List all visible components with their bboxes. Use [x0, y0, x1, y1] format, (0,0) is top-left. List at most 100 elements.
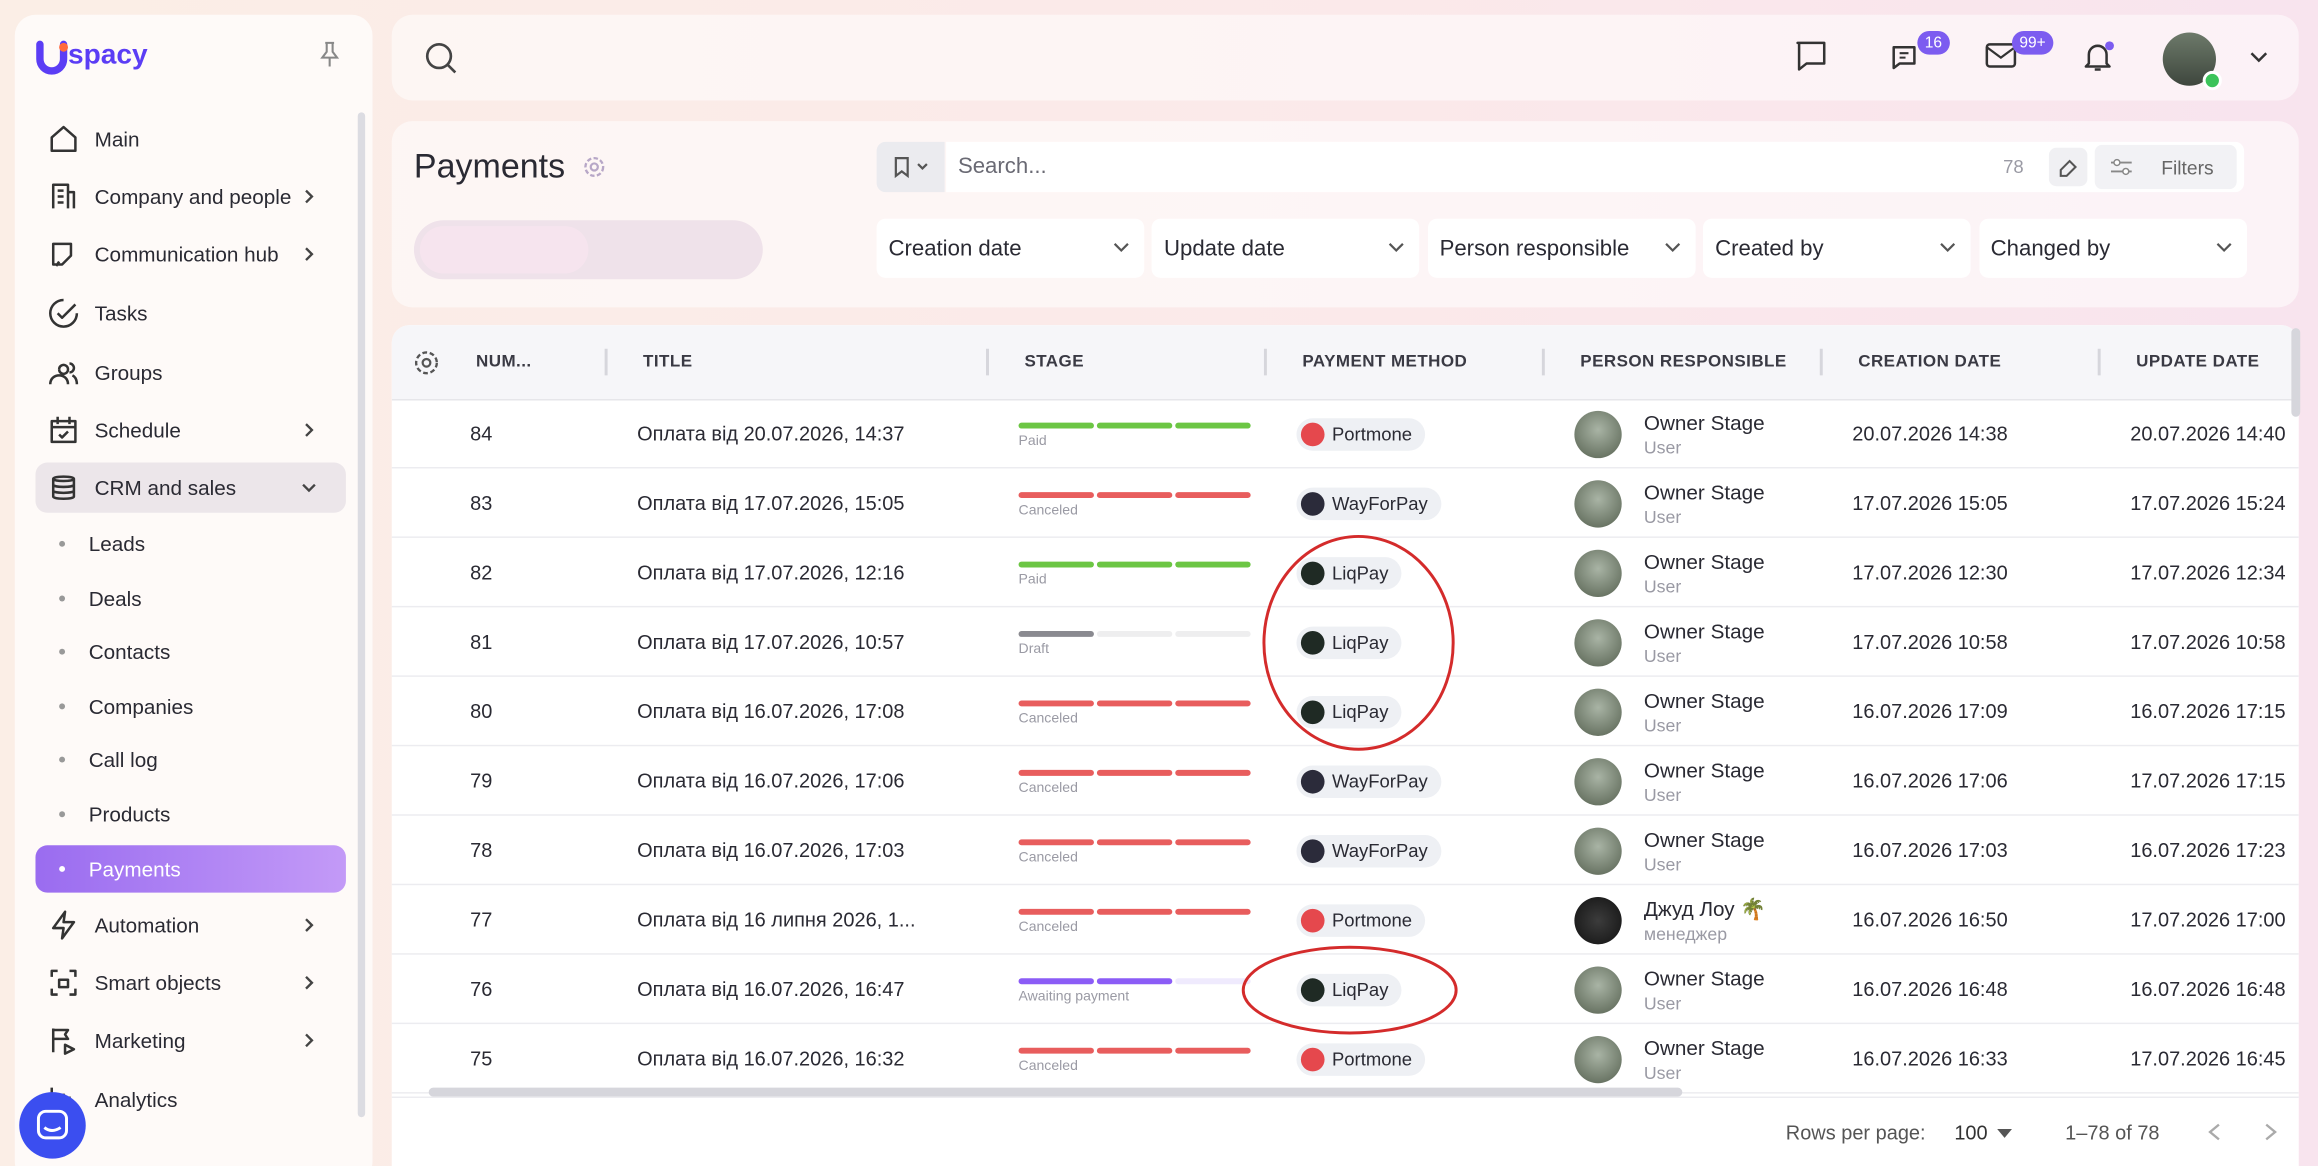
- nav-subitem-dot: [59, 649, 66, 655]
- column-header[interactable]: STAGE: [1024, 353, 1084, 371]
- nav-item[interactable]: Tasks: [35, 288, 345, 338]
- filter-dropdown[interactable]: Changed by: [1978, 218, 2247, 278]
- filters-icon: [2111, 158, 2132, 176]
- pagination-range: 1–78 of 78: [2065, 1121, 2160, 1144]
- column-header[interactable]: UPDATE DATE: [2136, 353, 2260, 371]
- column-header[interactable]: CREATION DATE: [1858, 353, 2002, 371]
- column-resizer[interactable]: [986, 348, 989, 376]
- support-chat-button[interactable]: [19, 1092, 86, 1159]
- payment-method-icon: [1300, 769, 1325, 793]
- cell-update-date: 17.07.2026 12:34: [2130, 560, 2286, 583]
- nav-item[interactable]: Communication hub: [35, 229, 345, 279]
- nav-item[interactable]: CRM and sales: [35, 462, 346, 513]
- column-resizer[interactable]: [1819, 348, 1823, 376]
- pin-button[interactable]: [319, 41, 340, 68]
- payment-method-icon: [1300, 977, 1325, 1002]
- stage-segment: [1175, 491, 1251, 498]
- person-name: Owner Stage: [1643, 965, 1765, 990]
- cell-update-date: 17.07.2026 16:45: [2130, 1047, 2286, 1070]
- filter-dropdown[interactable]: Person responsible: [1427, 218, 1696, 278]
- nav-subitem[interactable]: Leads: [35, 520, 345, 567]
- nav-subitem[interactable]: Products: [35, 791, 345, 838]
- column-header[interactable]: NUM...: [476, 353, 532, 371]
- payment-method-chip: LiqPay: [1296, 625, 1402, 659]
- nav-icon-shape: [51, 242, 73, 267]
- table-row[interactable]: [391, 399, 2299, 469]
- column-header[interactable]: PAYMENT METHOD: [1302, 353, 1468, 371]
- cell-title: Оплата від 16.07.2026, 17:08: [637, 699, 905, 722]
- nav-subitem-label: Payments: [88, 856, 181, 881]
- column-header[interactable]: TITLE: [643, 353, 693, 371]
- person-avatar: [1574, 757, 1622, 805]
- filters-label: Filters: [2161, 156, 2214, 179]
- nav-item[interactable]: Smart objects: [35, 958, 345, 1008]
- columns-settings[interactable]: [412, 349, 440, 377]
- person-avatar: [1574, 479, 1622, 527]
- stage-label: Draft: [1018, 640, 1049, 657]
- nav-chevron: [305, 189, 314, 204]
- stage-segment: [1175, 838, 1251, 845]
- filter-dropdown[interactable]: Update date: [1152, 218, 1420, 278]
- nav-subitem-label: Leads: [88, 532, 146, 556]
- nav-subitem[interactable]: Deals: [35, 574, 345, 621]
- nav-item[interactable]: Company and people: [35, 171, 345, 221]
- user-menu-toggle[interactable]: [2248, 50, 2269, 65]
- nav-icon-shape: [50, 416, 77, 444]
- stage-label: Canceled: [1018, 710, 1078, 727]
- nav-subitem[interactable]: Contacts: [35, 628, 345, 675]
- nav-subitem[interactable]: Payments: [35, 844, 346, 892]
- payment-method-icon: [1300, 421, 1325, 446]
- person-role: User: [1643, 575, 1682, 597]
- prev-page[interactable]: [2206, 1122, 2224, 1143]
- nav-item[interactable]: Schedule: [35, 405, 345, 455]
- filter-chevron: [1113, 243, 1129, 253]
- settings-icon[interactable]: [581, 154, 608, 181]
- table-row[interactable]: [391, 816, 2299, 886]
- clear-search-button[interactable]: [2048, 147, 2088, 187]
- column-resizer[interactable]: [604, 348, 608, 376]
- stage-label: Canceled: [1018, 779, 1078, 796]
- mail-icon[interactable]: [1985, 43, 2018, 70]
- cell-update-date: 20.07.2026 14:40: [2130, 421, 2286, 445]
- topbar: 16 99+: [391, 14, 2299, 101]
- stage-segment: [1096, 1047, 1173, 1053]
- table-row[interactable]: [391, 746, 2299, 816]
- filters-button[interactable]: Filters: [2094, 144, 2237, 190]
- column-resizer[interactable]: [1541, 348, 1545, 376]
- cell-update-date: 17.07.2026 17:15: [2130, 769, 2286, 792]
- payment-method-label: WayForPay: [1331, 492, 1428, 514]
- cell-update-date: 16.07.2026 16:48: [2130, 977, 2286, 1000]
- nav-subitem-label: Companies: [88, 694, 194, 718]
- rows-per-page-toggle[interactable]: [1996, 1128, 2014, 1140]
- column-header[interactable]: PERSON RESPONSIBLE: [1580, 353, 1787, 371]
- rows-per-page-value[interactable]: 100: [1954, 1121, 1988, 1144]
- filter-label: Person responsible: [1439, 235, 1630, 261]
- nav-icon-shape: [49, 298, 79, 328]
- global-search-icon[interactable]: [424, 41, 459, 76]
- nav-chevron: [305, 918, 314, 932]
- messages-icon[interactable]: [1795, 40, 1828, 73]
- nav-item[interactable]: Marketing: [35, 1015, 345, 1065]
- person-avatar: [1574, 687, 1622, 736]
- cell-number: 76: [470, 977, 493, 1000]
- notifications-icon[interactable]: [2081, 40, 2116, 75]
- nav-chevron: [305, 423, 314, 437]
- chats-icon[interactable]: [1891, 41, 1924, 74]
- filter-dropdown[interactable]: Creation date: [876, 218, 1145, 278]
- column-resizer[interactable]: [2097, 348, 2101, 376]
- search-box[interactable]: [946, 141, 2245, 193]
- table-header: [391, 325, 2299, 401]
- nav-label: Communication hub: [94, 242, 279, 267]
- saved-filters-button[interactable]: [876, 141, 945, 193]
- column-resizer[interactable]: [1263, 348, 1267, 376]
- nav-item[interactable]: Groups: [35, 347, 345, 397]
- nav-subitem[interactable]: Companies: [35, 682, 345, 729]
- stage-segment: [1018, 769, 1094, 776]
- nav-item[interactable]: Main: [35, 114, 345, 164]
- filter-dropdown[interactable]: Created by: [1703, 218, 1971, 278]
- mail-badge: 99+: [2011, 31, 2054, 55]
- nav-item[interactable]: Automation: [35, 900, 345, 950]
- nav-subitem[interactable]: Call log: [35, 737, 345, 784]
- next-page[interactable]: [2262, 1122, 2280, 1143]
- cell-creation-date: 20.07.2026 14:38: [1852, 421, 2008, 445]
